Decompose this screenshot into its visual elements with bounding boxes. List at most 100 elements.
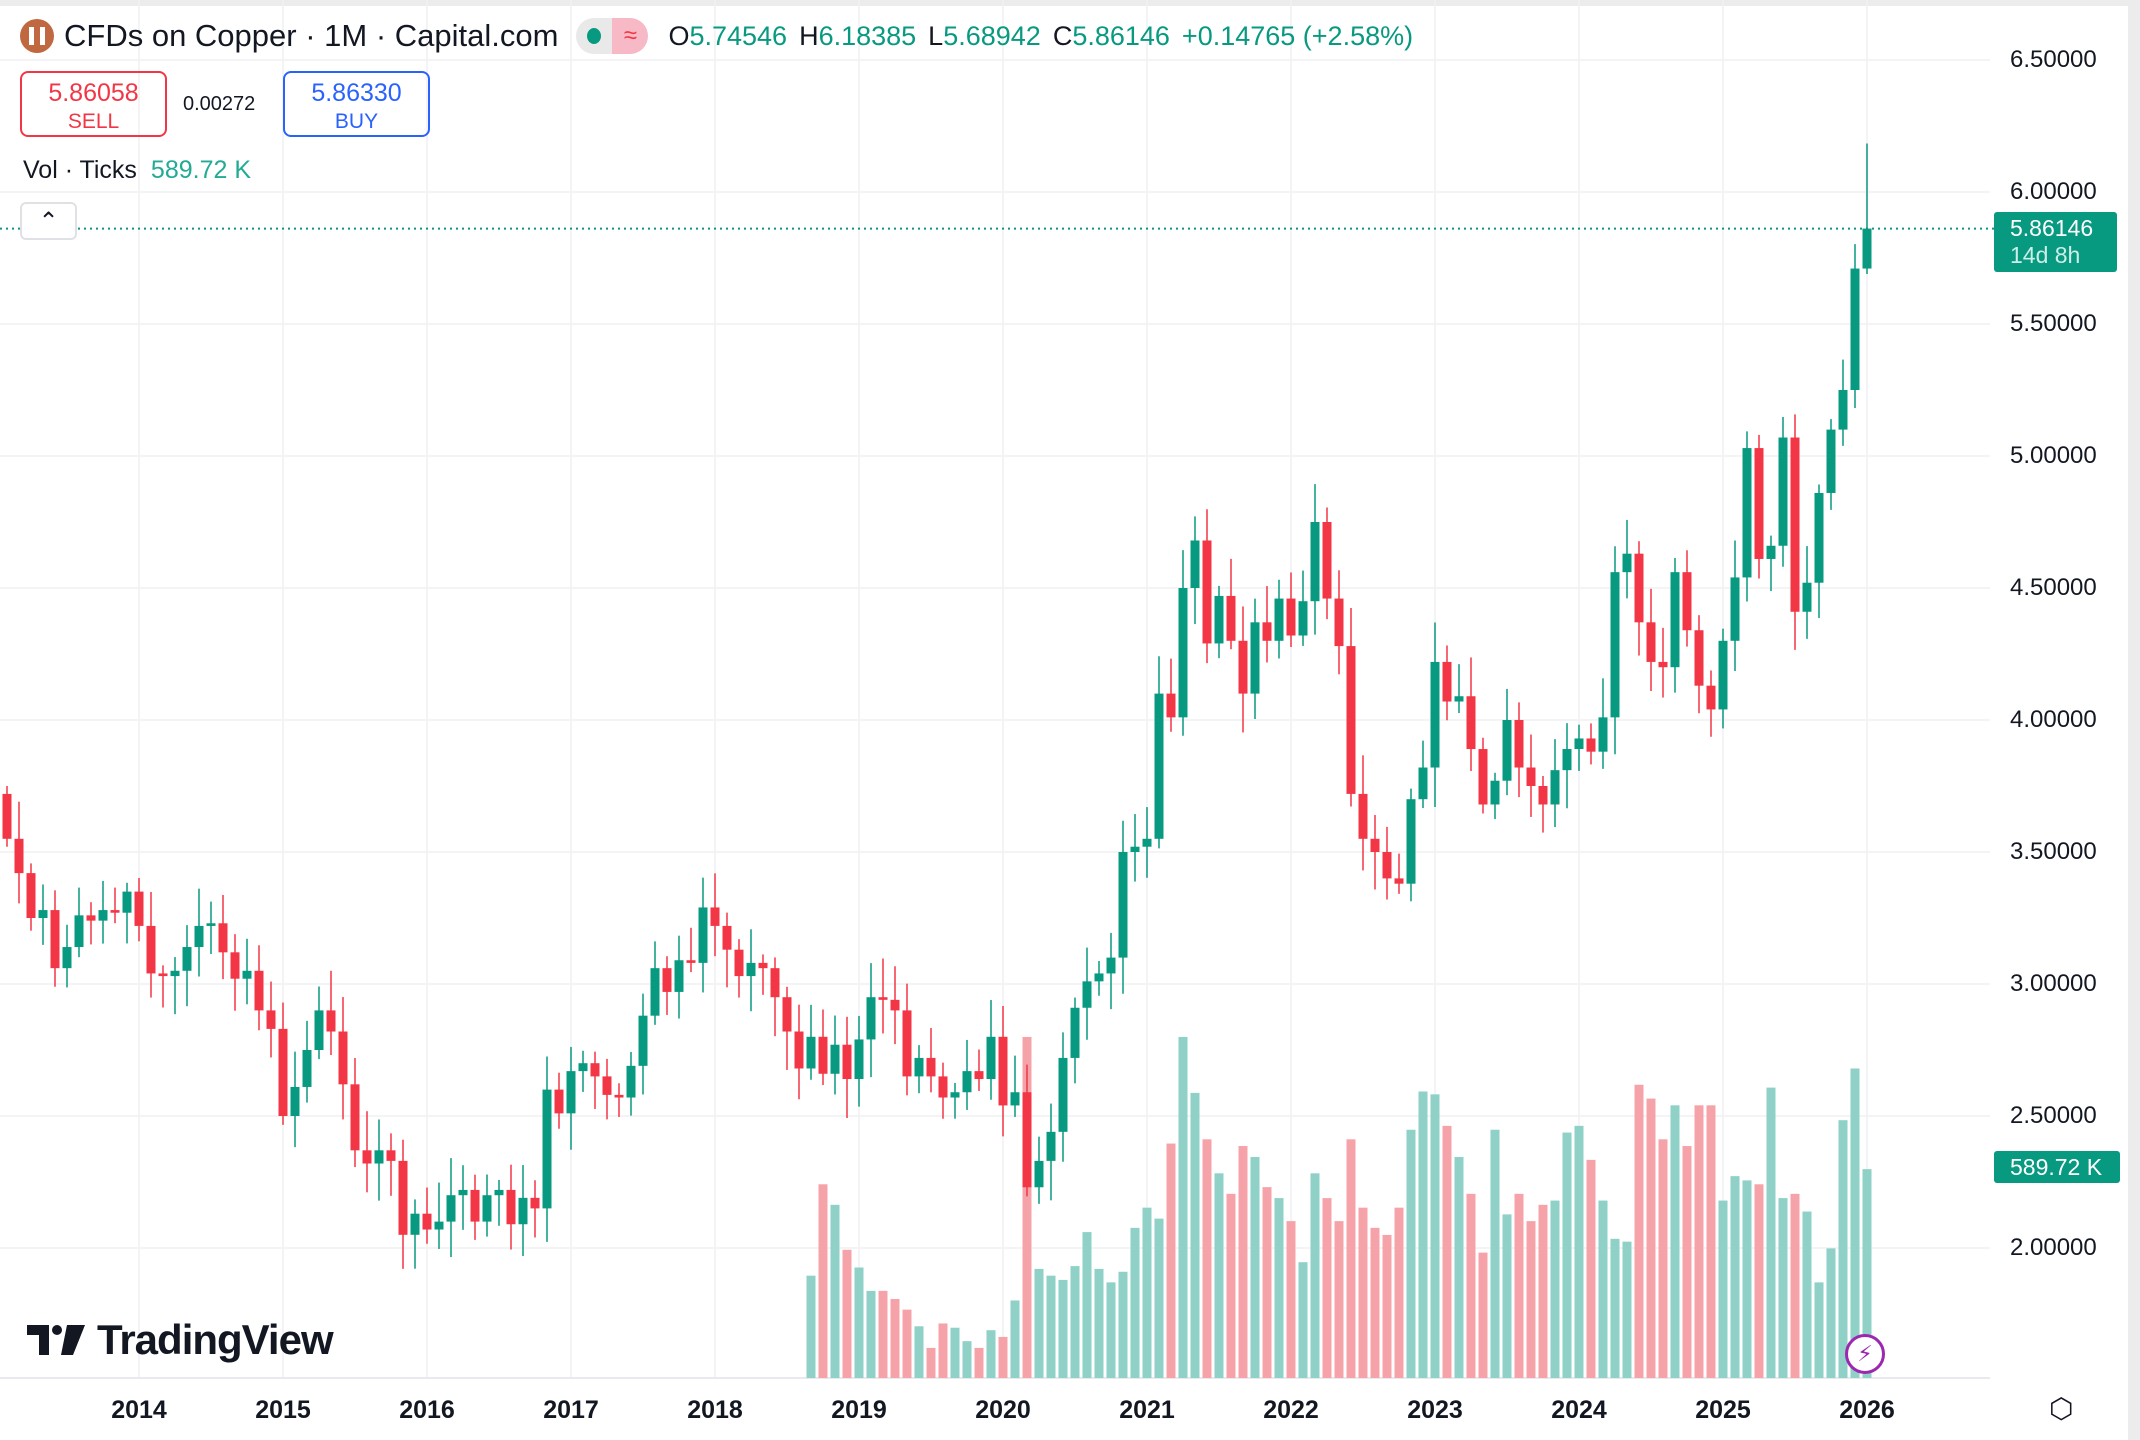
volume-bar: [998, 1336, 1008, 1378]
price-tick-label: 3.50000: [2010, 838, 2097, 865]
time-tick-label: 2025: [1695, 1396, 1751, 1424]
candle-body: [1274, 598, 1284, 641]
candle-body: [1034, 1160, 1044, 1188]
low-value: 5.68942: [943, 20, 1041, 51]
volume-bar: [1094, 1268, 1104, 1378]
candle-body: [782, 997, 792, 1032]
candle-body: [158, 973, 168, 977]
volume-last-label: 589.72 K: [1994, 1151, 2120, 1183]
candle-body: [98, 910, 108, 921]
candle-body: [1166, 693, 1176, 718]
volume-bar: [1226, 1193, 1236, 1378]
volume-bar: [1622, 1241, 1632, 1378]
right-border: [2128, 0, 2140, 1440]
volume-bar: [1538, 1204, 1548, 1378]
volume-bar: [1514, 1193, 1524, 1378]
volume-bar: [1526, 1221, 1536, 1378]
candle-body: [1394, 878, 1404, 884]
candle-body: [590, 1063, 600, 1077]
candle-body: [1358, 793, 1368, 839]
volume-legend-value: 589.72 K: [150, 156, 252, 184]
collapse-legend-button[interactable]: ⌃: [20, 202, 77, 240]
sell-price: 5.86058: [48, 79, 139, 107]
change-value: +0.14765 (+2.58%): [1181, 20, 1414, 51]
candle-body: [278, 1028, 288, 1116]
candle-body: [38, 910, 48, 918]
candle-body: [1262, 622, 1272, 641]
open-label: O: [668, 20, 690, 51]
time-tick-label: 2022: [1263, 1396, 1319, 1424]
price-tick-label: 4.50000: [2010, 574, 2097, 601]
time-tick-label: 2021: [1119, 1396, 1175, 1424]
candle-body: [1814, 492, 1824, 583]
candle-body: [410, 1213, 420, 1235]
tradingview-logo-icon: [27, 1325, 85, 1355]
time-tick-label: 2018: [687, 1396, 743, 1424]
candle-body: [518, 1197, 528, 1225]
volume-bar: [818, 1184, 828, 1378]
candle-body: [74, 915, 84, 948]
candle-body: [230, 952, 240, 979]
candle-body: [146, 925, 156, 974]
sell-button[interactable]: 5.86058 SELL: [20, 71, 167, 137]
open-value: 5.74546: [689, 20, 788, 51]
volume-bar: [1298, 1262, 1308, 1378]
candle-body: [494, 1189, 504, 1196]
candle-body: [182, 947, 192, 971]
volume-bar: [1610, 1238, 1620, 1378]
volume-bar: [986, 1330, 996, 1378]
volume-bar: [1502, 1214, 1512, 1378]
volume-bar: [1766, 1087, 1776, 1378]
tradingview-logo[interactable]: TradingView: [27, 1316, 334, 1364]
candle-body: [1418, 767, 1428, 800]
volume-legend[interactable]: Vol · Ticks 589.72 K: [23, 156, 251, 185]
volume-bar: [962, 1341, 972, 1378]
volume-bar: [1370, 1227, 1380, 1378]
volume-bar: [1322, 1198, 1332, 1378]
volume-bar: [1490, 1129, 1500, 1378]
candle-body: [458, 1189, 468, 1196]
market-status-pill[interactable]: ≈: [576, 18, 649, 54]
candle-body: [350, 1084, 360, 1151]
candle-body: [26, 873, 36, 918]
candle-body: [506, 1189, 516, 1225]
volume-bar: [1022, 1036, 1032, 1378]
market-open-icon: [576, 18, 613, 54]
candle-body: [662, 968, 672, 992]
settings-gear-icon[interactable]: ⬡: [2049, 1393, 2074, 1424]
close-value: 5.86146: [1072, 20, 1170, 51]
candle-body: [950, 1092, 960, 1098]
ohlc-legend: O5.74546 H6.18385 L5.68942 C5.86146 +0.14765…: [668, 21, 1425, 52]
candle-body: [482, 1195, 492, 1222]
volume-bar: [1250, 1157, 1260, 1378]
candle-body: [1082, 981, 1092, 1008]
candle-body: [806, 1036, 816, 1069]
candle-body: [266, 1010, 276, 1029]
last-price-label: 5.86146 14d 8h: [1994, 212, 2117, 272]
volume-bar: [1658, 1139, 1668, 1378]
candle-body: [422, 1213, 432, 1230]
symbol-title[interactable]: CFDs on Copper · 1M · Capital.com: [64, 18, 559, 53]
volume-bar: [1814, 1282, 1824, 1378]
candle-body: [1778, 437, 1788, 546]
candle-body: [686, 960, 696, 963]
buy-button[interactable]: 5.86330 BUY: [283, 71, 430, 137]
volume-bar: [1670, 1105, 1680, 1378]
candle-body: [1754, 448, 1764, 559]
close-label: C: [1052, 20, 1073, 51]
candle-body: [818, 1036, 828, 1074]
candle-body: [1514, 720, 1524, 768]
volume-bar: [806, 1275, 816, 1378]
candle-body: [1322, 522, 1332, 599]
volume-bar: [1202, 1139, 1212, 1378]
volume-bar: [926, 1347, 936, 1378]
candle-body: [1694, 630, 1704, 686]
candle-body: [374, 1150, 384, 1164]
lightning-icon[interactable]: ⚡: [1845, 1334, 1885, 1374]
price-tick-label: 6.00000: [2010, 178, 2097, 205]
candle-body: [1142, 838, 1152, 847]
candle-body: [998, 1036, 1008, 1106]
candle-body: [398, 1160, 408, 1235]
candle-body: [542, 1089, 552, 1209]
